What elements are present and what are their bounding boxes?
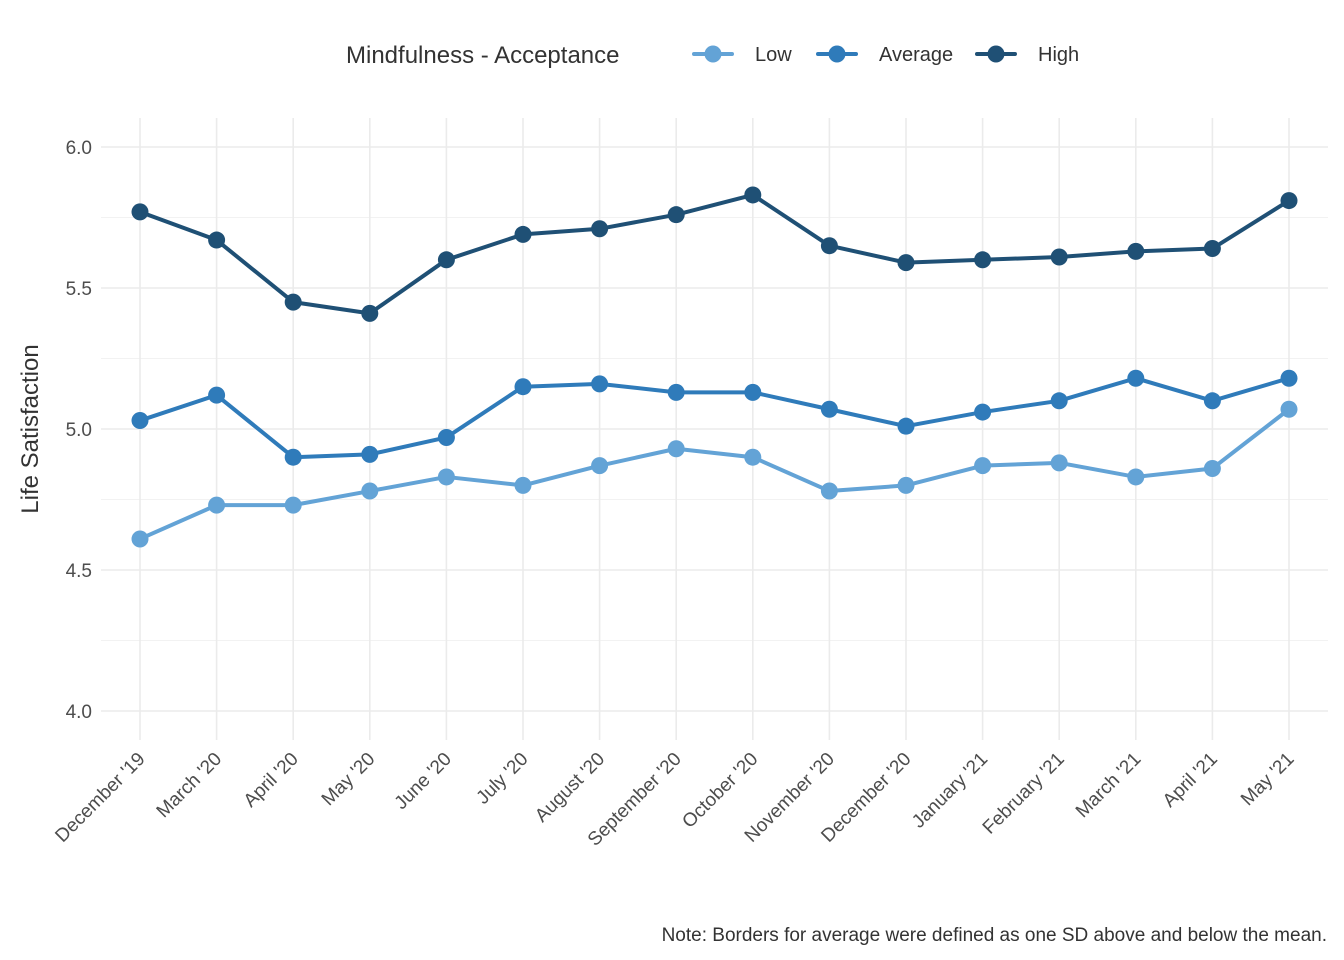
y-tick-label: 4.5 xyxy=(66,561,92,582)
y-tick-label: 5.0 xyxy=(66,420,92,441)
data-point-high xyxy=(744,186,762,204)
legend-key-marker-average xyxy=(828,45,846,63)
y-tick-label: 4.0 xyxy=(66,702,92,723)
data-point-average xyxy=(437,428,455,446)
data-point-average xyxy=(667,383,685,401)
series-low xyxy=(131,400,1298,548)
data-point-low xyxy=(131,530,149,548)
legend: Mindfulness - Acceptance Low Average High xyxy=(346,42,1079,69)
data-point-low xyxy=(820,482,838,500)
data-point-high xyxy=(1050,248,1068,266)
data-point-low xyxy=(1280,400,1298,418)
legend-key-marker-high xyxy=(987,45,1005,63)
data-point-high xyxy=(591,220,609,238)
data-point-high xyxy=(974,251,992,269)
x-tick-label: August '20 xyxy=(531,749,609,827)
x-tick-label: April '20 xyxy=(240,749,303,812)
data-point-average xyxy=(1280,369,1298,387)
data-point-low xyxy=(284,496,302,514)
x-tick-label: February '21 xyxy=(979,749,1069,839)
x-tick-label: March '21 xyxy=(1072,749,1145,822)
x-tick-label: May '20 xyxy=(318,749,379,810)
data-point-low xyxy=(744,448,762,466)
x-tick-label: March '20 xyxy=(153,749,226,822)
legend-label-average: Average xyxy=(879,44,953,66)
y-axis: 4.0 4.5 5.0 5.5 6.0 xyxy=(66,138,92,723)
data-point-high xyxy=(437,251,455,269)
data-point-high xyxy=(284,293,302,311)
legend-label-high: High xyxy=(1038,44,1079,66)
x-tick-label: July '20 xyxy=(473,749,533,809)
data-point-average xyxy=(131,412,149,430)
series-average xyxy=(131,369,1298,466)
series-lines xyxy=(131,186,1298,548)
data-point-average xyxy=(1203,392,1221,410)
data-point-low xyxy=(208,496,226,514)
data-point-average xyxy=(514,378,532,396)
data-point-average xyxy=(820,400,838,418)
data-point-low xyxy=(1050,454,1068,472)
data-point-low xyxy=(974,457,992,475)
data-point-average xyxy=(744,383,762,401)
data-point-low xyxy=(667,440,685,458)
x-axis: December '19 March '20 April '20 May '20 Jun… xyxy=(51,749,1298,851)
legend-label-low: Low xyxy=(755,44,792,66)
series-line-high xyxy=(138,192,1291,316)
data-point-average xyxy=(974,403,992,421)
data-point-high xyxy=(820,237,838,255)
y-tick-label: 5.5 xyxy=(66,279,92,300)
x-tick-label: April '21 xyxy=(1159,749,1222,812)
data-point-average xyxy=(361,445,379,463)
data-point-high xyxy=(514,225,532,243)
data-point-low xyxy=(1203,459,1221,477)
x-tick-label: October '20 xyxy=(678,749,762,833)
y-tick-label: 6.0 xyxy=(66,138,92,159)
data-point-high xyxy=(667,206,685,224)
data-point-average xyxy=(208,386,226,404)
data-point-average xyxy=(284,448,302,466)
data-point-average xyxy=(1050,392,1068,410)
data-point-average xyxy=(897,417,915,435)
data-point-high xyxy=(208,231,226,249)
data-point-low xyxy=(514,476,532,494)
x-tick-label: June '20 xyxy=(391,749,456,814)
data-point-average xyxy=(1127,369,1145,387)
data-point-high xyxy=(1203,240,1221,258)
chart-caption: Note: Borders for average were defined a… xyxy=(662,925,1327,946)
data-point-low xyxy=(591,457,609,475)
data-point-high xyxy=(361,304,379,322)
data-point-high xyxy=(1127,242,1145,260)
x-tick-label: December '19 xyxy=(51,749,149,847)
data-point-average xyxy=(591,375,609,393)
x-tick-label: January '21 xyxy=(908,749,992,833)
grid xyxy=(101,118,1328,740)
y-axis-title: Life Satisfaction xyxy=(17,344,44,513)
series-line-average xyxy=(138,376,1291,460)
series-line-low xyxy=(138,407,1291,541)
series-high xyxy=(131,186,1298,322)
data-point-low xyxy=(437,468,455,486)
legend-key-marker-low xyxy=(704,45,722,63)
data-point-low xyxy=(1127,468,1145,486)
data-point-high xyxy=(1280,192,1298,210)
x-tick-label: May '21 xyxy=(1237,749,1298,810)
data-point-high xyxy=(897,254,915,272)
data-point-low xyxy=(897,476,915,494)
data-point-high xyxy=(131,203,149,221)
data-point-low xyxy=(361,482,379,500)
legend-title: Mindfulness - Acceptance xyxy=(346,42,619,69)
